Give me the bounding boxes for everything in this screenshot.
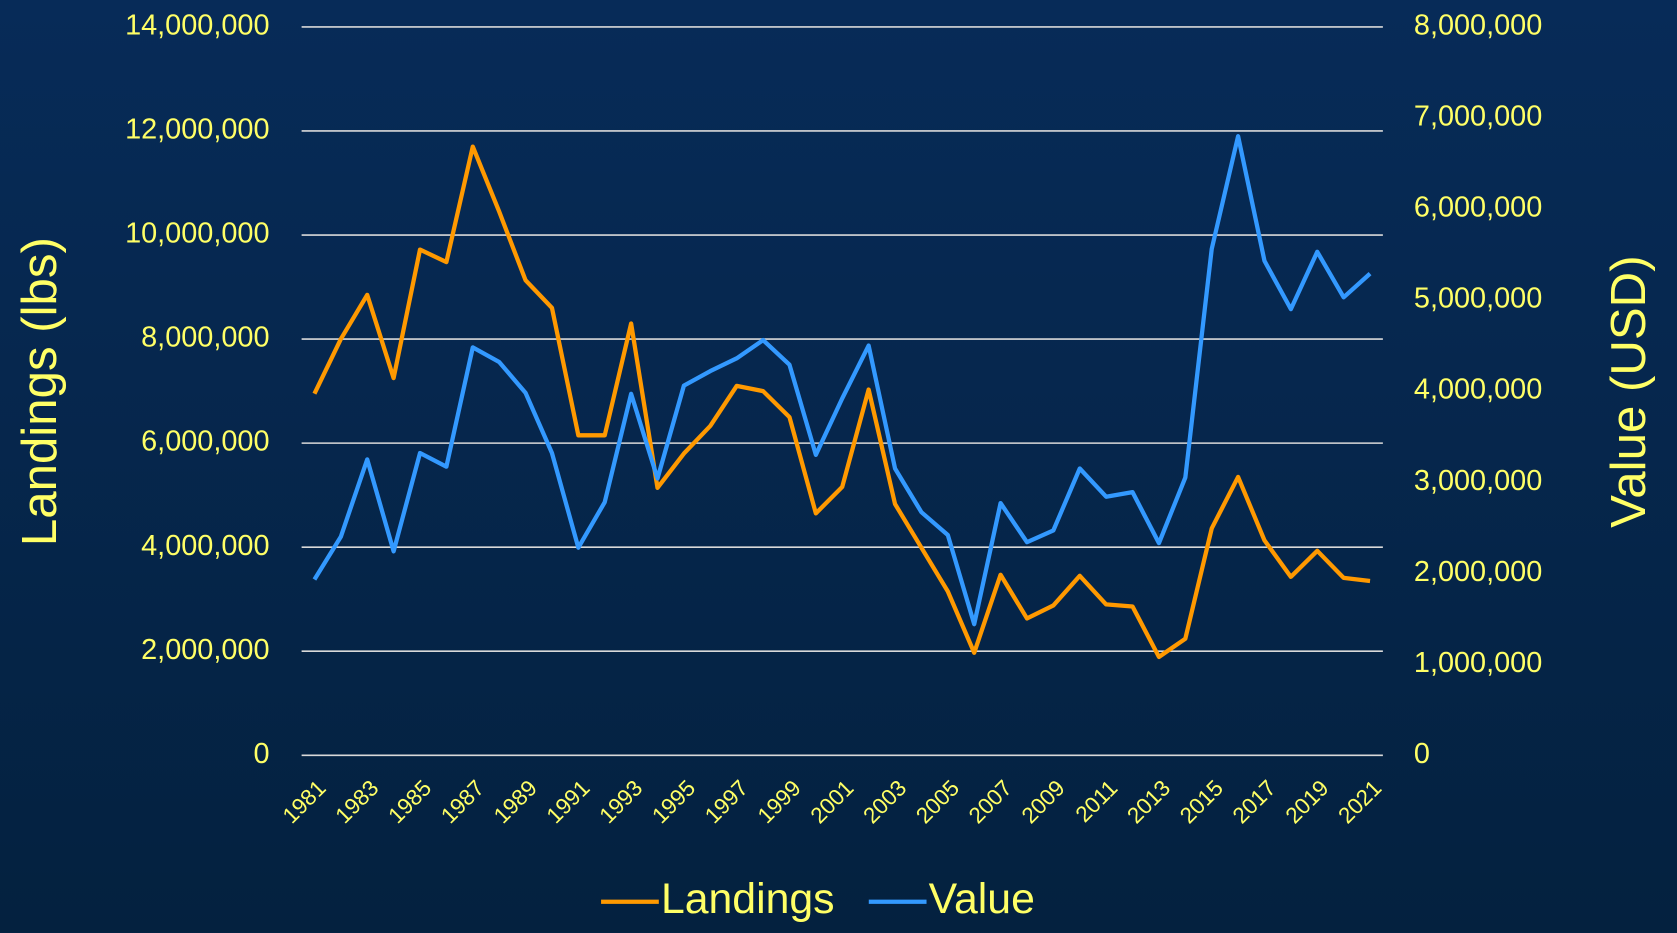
y2-tick-label: 1,000,000 — [1414, 647, 1542, 679]
y2-tick-label: 6,000,000 — [1414, 192, 1542, 224]
y-tick-label: 8,000,000 — [141, 322, 269, 354]
y-tick-label: 6,000,000 — [141, 426, 269, 458]
y2-tick-label: 0 — [1414, 738, 1430, 770]
y-tick-label: 14,000,000 — [125, 10, 269, 42]
data-line — [312, 134, 1372, 627]
y2-tick-label: 7,000,000 — [1414, 101, 1542, 133]
y2-tick-label: 5,000,000 — [1414, 283, 1542, 315]
data-line — [312, 144, 1371, 660]
y2-tick-label: 8,000,000 — [1414, 10, 1542, 42]
y-tick-label: 10,000,000 — [125, 218, 269, 250]
y-tick-label: 4,000,000 — [141, 530, 269, 562]
legend-label: Value — [929, 875, 1035, 923]
y2-tick-label: 4,000,000 — [1414, 374, 1542, 406]
y2-axis-title: Value (USD) — [1601, 255, 1656, 527]
y-tick-label: 0 — [253, 738, 269, 770]
y2-tick-label: 2,000,000 — [1414, 556, 1542, 588]
legend-label: Landings — [661, 875, 835, 923]
y-tick-label: 12,000,000 — [125, 114, 269, 146]
y-axis-title: Landings (lbs) — [12, 237, 67, 546]
y2-tick-label: 3,000,000 — [1414, 465, 1542, 497]
y-tick-label: 2,000,000 — [141, 634, 269, 666]
